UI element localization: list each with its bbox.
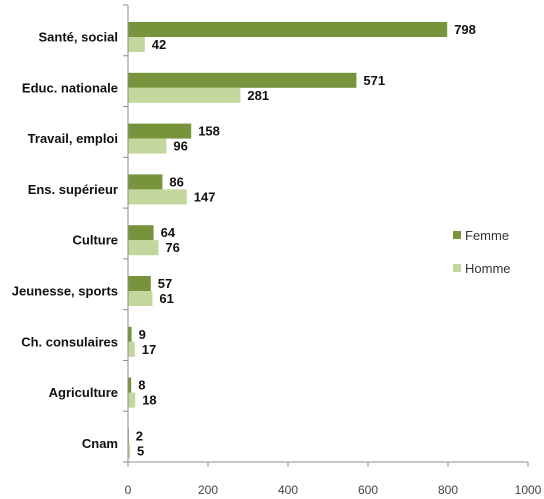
category-label: Cnam — [82, 436, 118, 451]
bar-homme — [128, 37, 145, 52]
category-label: Agriculture — [49, 385, 118, 400]
category-label: Ch. consulaires — [21, 334, 118, 349]
bar-femme — [128, 225, 154, 241]
data-label-femme: 571 — [363, 73, 385, 88]
bar-femme — [128, 123, 192, 139]
bar-femme — [128, 276, 151, 291]
legend-label-femme: Femme — [465, 228, 509, 243]
axes-group — [123, 4, 529, 467]
x-tick-label: 0 — [125, 483, 132, 497]
bar-femme — [128, 22, 448, 37]
legend-swatch-femme — [453, 231, 461, 239]
data-label-femme: 8 — [138, 378, 145, 393]
data-label-homme: 281 — [247, 88, 269, 103]
x-tick-label: 1000 — [515, 483, 542, 497]
bars-group — [128, 22, 448, 459]
bar-femme — [128, 377, 132, 393]
data-label-homme: 76 — [165, 240, 179, 255]
category-labels-group: Santé, social Educ. nationale Travail, emp… — [12, 30, 118, 451]
x-tick-label: 400 — [278, 483, 298, 497]
bar-homme — [128, 443, 130, 459]
data-label-femme: 798 — [454, 22, 476, 37]
x-tick-label: 600 — [358, 483, 378, 497]
bar-homme — [128, 392, 136, 408]
category-label: Educ. nationale — [22, 80, 118, 95]
x-tick-labels-group: 0 200 400 600 800 1000 — [125, 483, 542, 497]
data-label-homme: 17 — [142, 342, 156, 357]
legend: Femme Homme — [453, 228, 511, 276]
bar-femme — [128, 174, 163, 190]
bar-homme — [128, 87, 241, 103]
category-label: Jeunesse, sports — [12, 284, 118, 299]
bar-homme — [128, 138, 167, 154]
bar-homme — [128, 291, 153, 306]
bar-femme — [128, 72, 357, 88]
bar-homme — [128, 341, 135, 357]
bar-homme — [128, 240, 159, 256]
data-label-homme: 5 — [137, 443, 144, 458]
bar-homme — [128, 189, 187, 205]
data-label-femme: 2 — [136, 428, 143, 443]
category-label: Travail, emploi — [28, 131, 118, 146]
data-label-homme: 96 — [173, 139, 187, 154]
category-label: Ens. supérieur — [28, 182, 118, 197]
data-label-homme: 42 — [152, 37, 166, 52]
data-label-femme: 57 — [158, 276, 172, 291]
x-tick-label: 200 — [198, 483, 218, 497]
category-label: Santé, social — [39, 30, 118, 45]
data-label-femme: 64 — [161, 225, 176, 240]
legend-label-homme: Homme — [465, 261, 511, 276]
legend-swatch-homme — [453, 264, 461, 272]
data-label-homme: 18 — [142, 393, 156, 408]
data-label-homme: 147 — [194, 189, 216, 204]
bar-femme — [128, 326, 132, 342]
data-label-femme: 86 — [169, 174, 183, 189]
data-label-femme: 158 — [198, 124, 220, 139]
category-label: Culture — [73, 233, 119, 248]
x-tick-label: 800 — [438, 483, 458, 497]
data-label-homme: 61 — [159, 291, 173, 306]
data-label-femme: 9 — [139, 327, 146, 342]
